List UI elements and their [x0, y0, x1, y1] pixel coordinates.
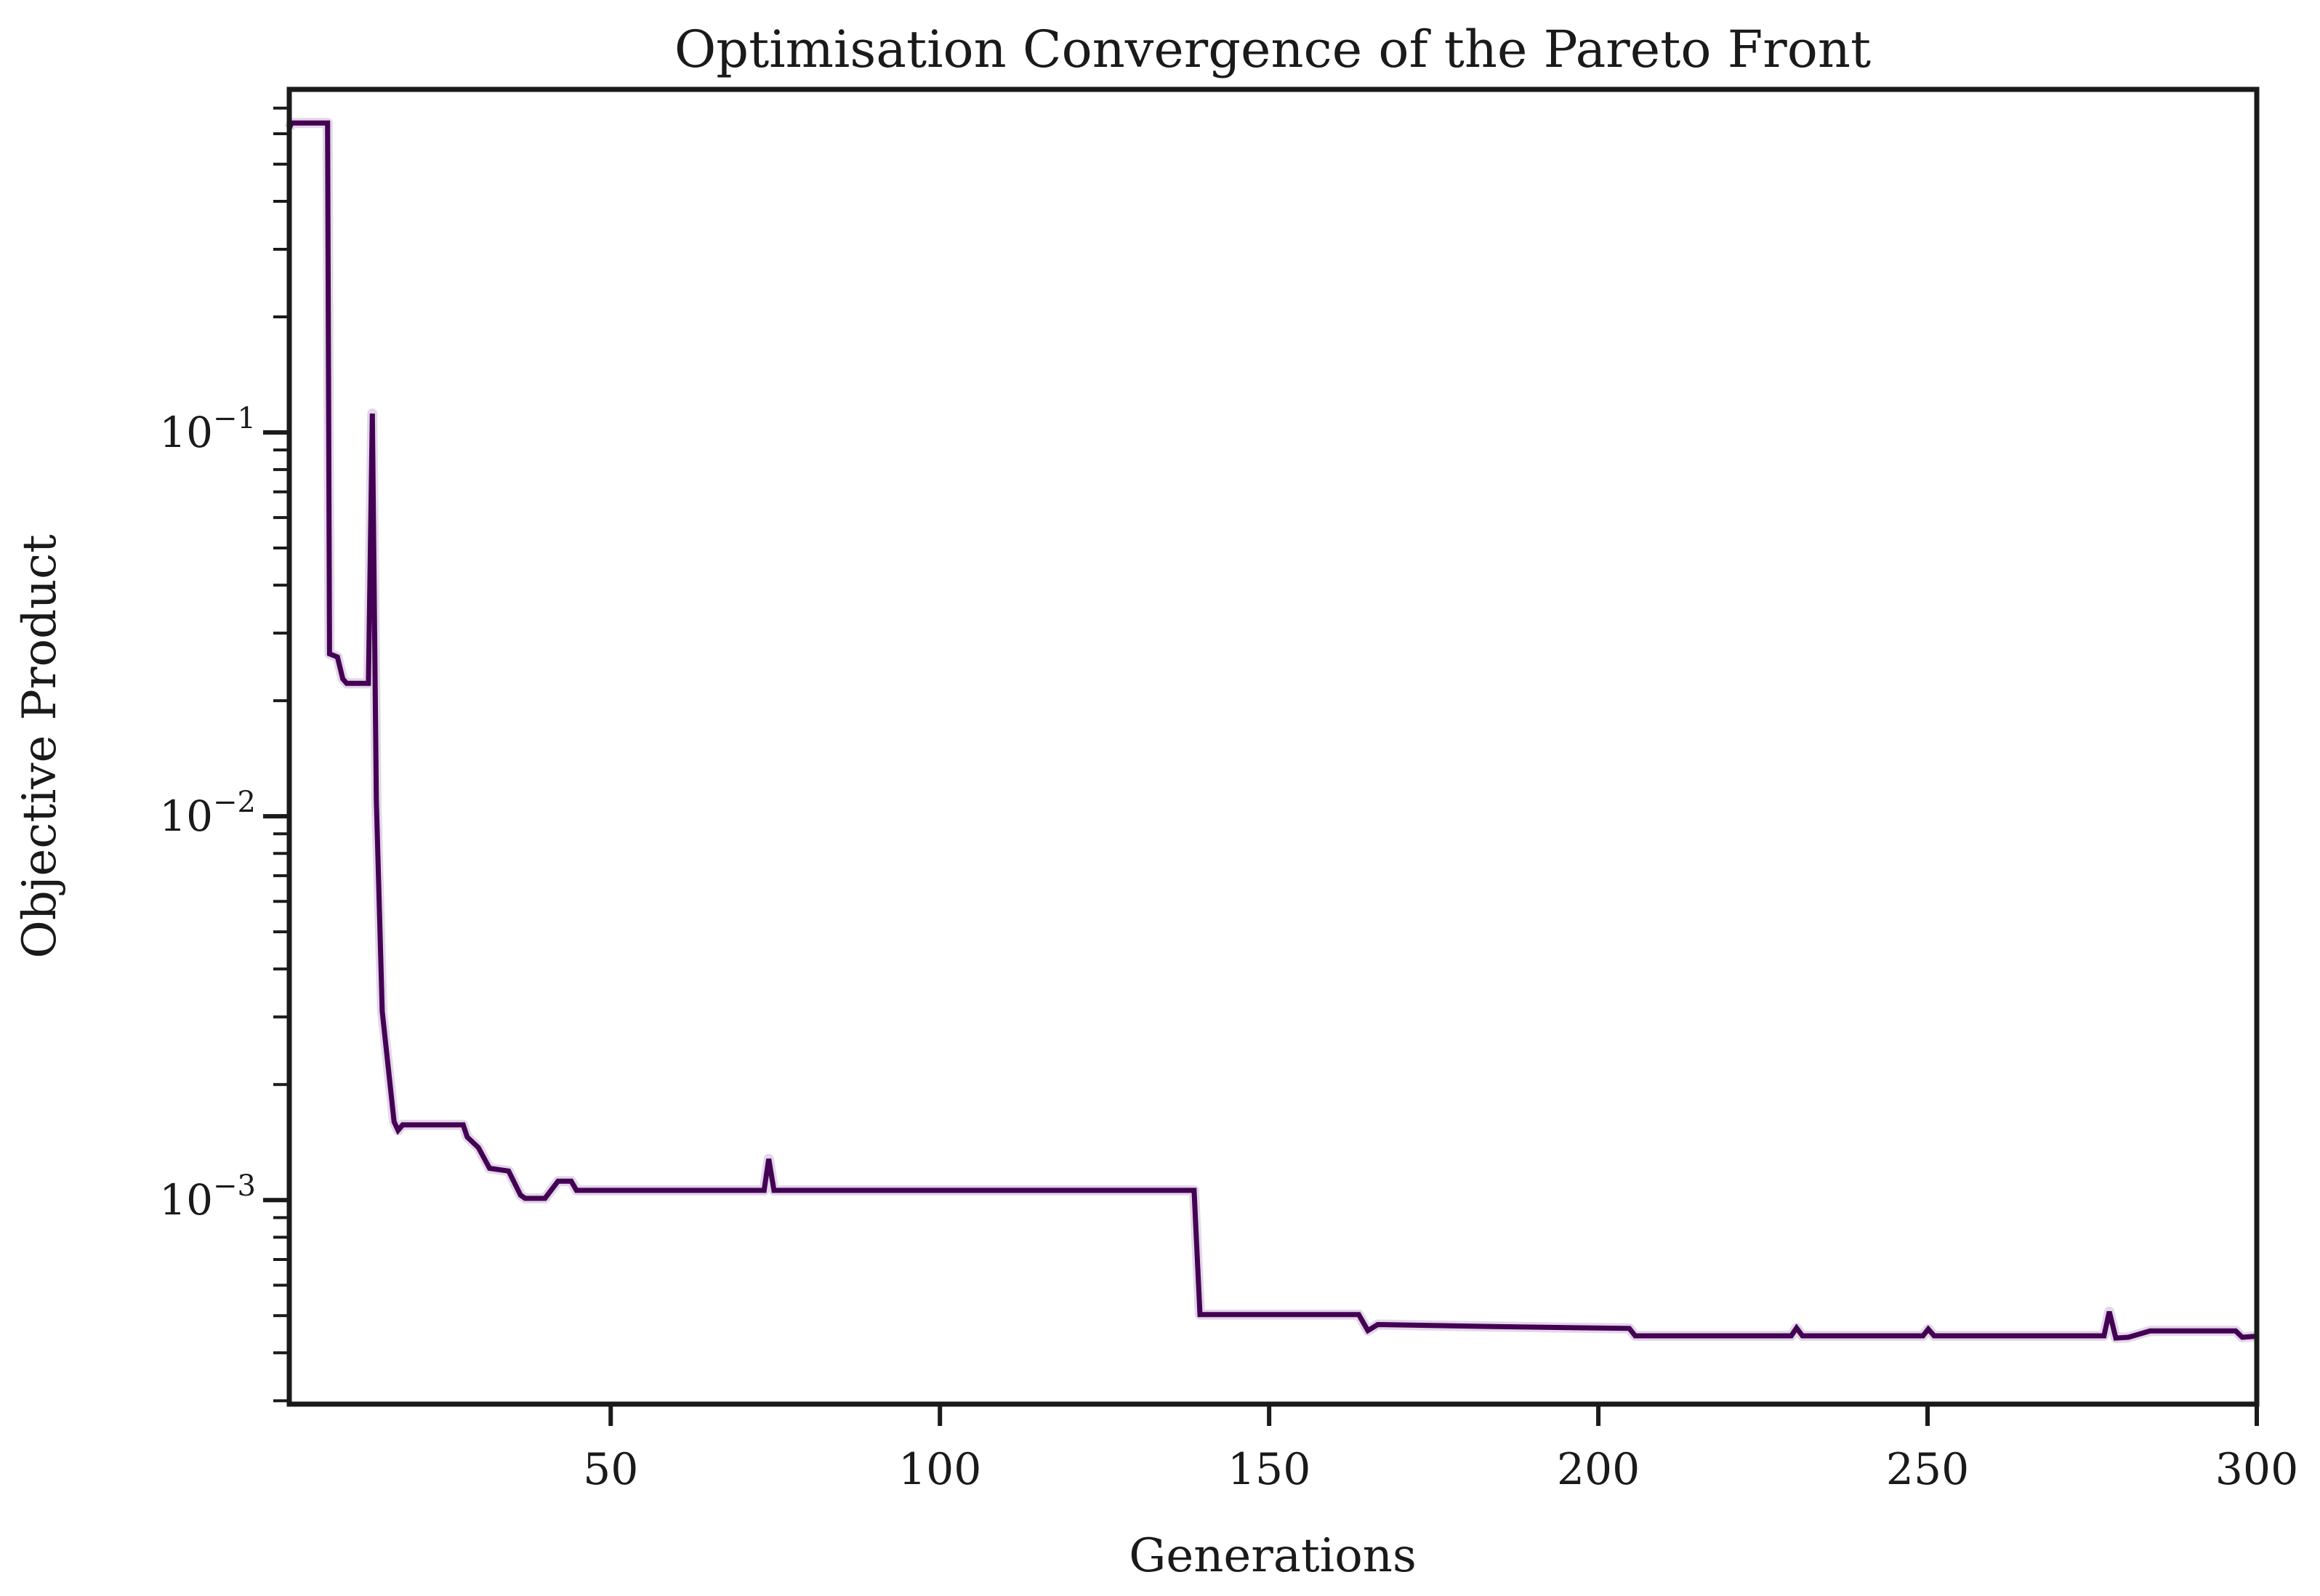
convergence-line: [286, 120, 2257, 1341]
y-axis-label: Objective Product: [13, 534, 67, 959]
x-axis-label: Generations: [1129, 1529, 1417, 1583]
x-tick-label: 100: [898, 1444, 982, 1495]
x-tick-label: 300: [2215, 1444, 2299, 1495]
data-line-layer: [284, 118, 2257, 1344]
convergence-line-halo: [284, 118, 2257, 1344]
x-tick-label: 200: [1557, 1444, 1640, 1495]
x-tick-label: 150: [1228, 1444, 1311, 1495]
x-tick-label: 250: [1886, 1444, 1970, 1495]
y-tick-label: 10−2: [159, 786, 256, 841]
axis-ticks: 50 100 150 200 250 300 10−1 10−2 10−3: [159, 106, 2299, 1495]
y-tick-label: 10−1: [159, 402, 256, 457]
x-tick-label: 50: [583, 1444, 638, 1495]
plot-title: Optimisation Convergence of the Pareto F…: [674, 20, 1871, 79]
plot-frame: [286, 86, 2260, 1407]
y-tick-label: 10−3: [159, 1169, 256, 1225]
